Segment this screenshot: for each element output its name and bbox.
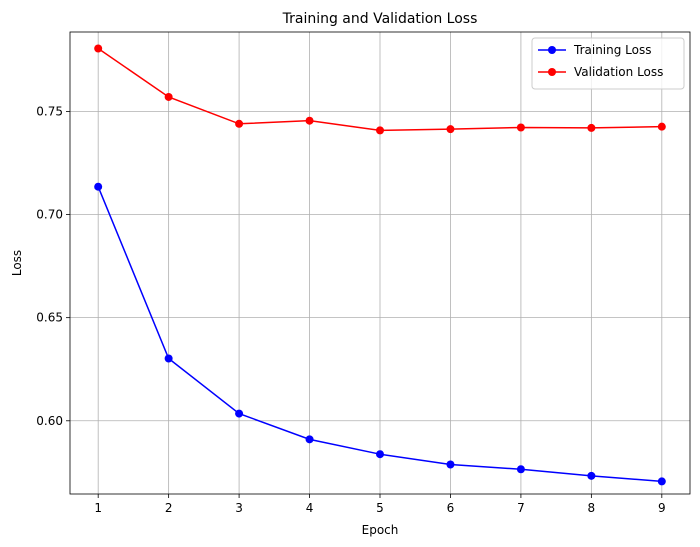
data-point bbox=[94, 182, 103, 191]
data-point bbox=[235, 119, 244, 128]
series-layer bbox=[94, 44, 666, 486]
legend-label: Training Loss bbox=[573, 43, 651, 57]
legend-label: Validation Loss bbox=[574, 65, 663, 79]
data-point bbox=[164, 354, 173, 363]
data-point bbox=[235, 409, 244, 418]
data-point bbox=[446, 460, 455, 469]
data-point bbox=[376, 126, 384, 135]
y-axis: 0.60 0.65 0.70 0.75 bbox=[36, 104, 70, 428]
y-axis-label: Loss bbox=[10, 250, 24, 276]
legend-marker bbox=[548, 68, 556, 76]
data-point bbox=[164, 92, 173, 101]
data-point bbox=[94, 44, 103, 53]
x-tick-label: 6 bbox=[447, 501, 455, 515]
legend-box bbox=[531, 37, 685, 90]
legend-marker bbox=[548, 46, 556, 54]
y-tick-label: 0.70 bbox=[36, 208, 63, 222]
legend: Training Loss Validation Loss bbox=[531, 37, 685, 90]
x-tick-label: 3 bbox=[235, 501, 243, 515]
data-point bbox=[657, 122, 666, 131]
data-point bbox=[516, 123, 525, 132]
data-point bbox=[376, 450, 384, 459]
x-tick-label: 1 bbox=[94, 501, 102, 515]
data-point bbox=[305, 435, 314, 444]
x-tick-label: 9 bbox=[658, 501, 666, 515]
chart-title: Training and Validation Loss bbox=[282, 11, 478, 27]
data-point bbox=[587, 123, 596, 132]
data-point bbox=[305, 116, 314, 125]
legend-entry: Training Loss bbox=[538, 43, 651, 57]
grid bbox=[70, 32, 690, 494]
data-point bbox=[446, 125, 455, 134]
data-point bbox=[516, 465, 525, 474]
x-tick-label: 5 bbox=[376, 501, 384, 515]
y-tick-label: 0.65 bbox=[36, 311, 63, 325]
series-0 bbox=[94, 182, 666, 486]
x-tick-label: 7 bbox=[517, 501, 525, 515]
y-tick-label: 0.60 bbox=[36, 414, 63, 428]
x-tick-label: 2 bbox=[165, 501, 173, 515]
x-axis-label: Epoch bbox=[362, 523, 399, 537]
data-point bbox=[587, 471, 596, 480]
x-tick-label: 8 bbox=[588, 501, 596, 515]
x-tick-label: 4 bbox=[306, 501, 314, 515]
y-tick-label: 0.75 bbox=[36, 104, 63, 118]
series-1 bbox=[94, 44, 666, 135]
x-axis: 1 2 3 4 5 6 7 8 9 bbox=[94, 494, 666, 515]
data-point bbox=[657, 477, 666, 486]
legend-entry: Validation Loss bbox=[538, 65, 663, 79]
